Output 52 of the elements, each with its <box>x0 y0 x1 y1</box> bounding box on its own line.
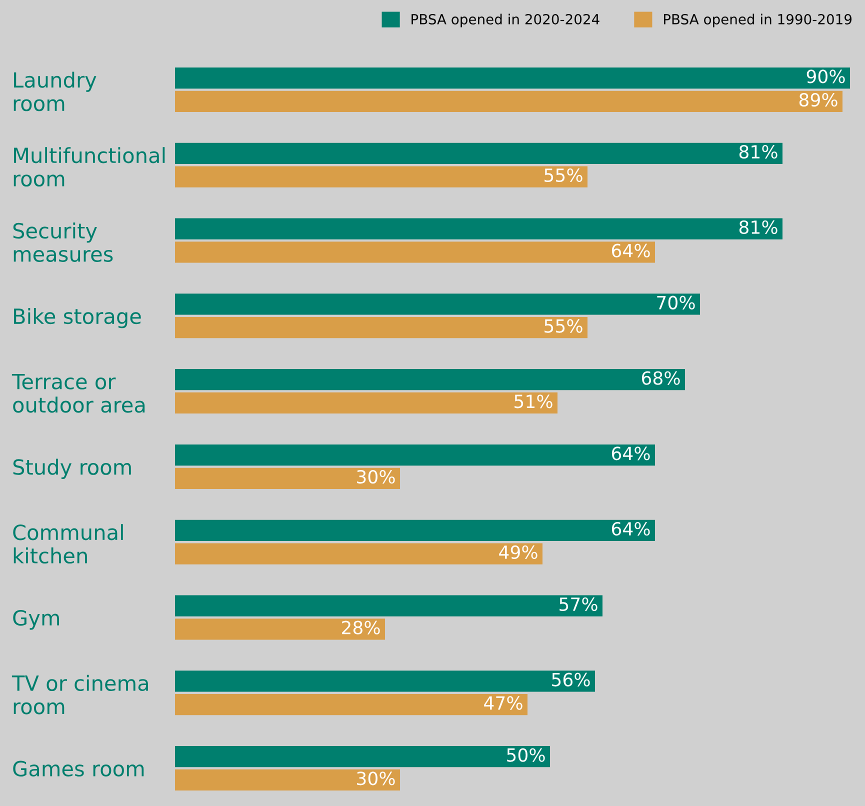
bar <box>175 444 655 466</box>
data-label: 55% <box>544 168 582 182</box>
data-label: 51% <box>514 394 552 408</box>
bar <box>175 543 542 564</box>
bar <box>175 369 685 390</box>
bar <box>175 618 385 640</box>
bar <box>175 218 782 240</box>
bar <box>175 166 588 188</box>
bar <box>175 242 655 263</box>
data-label: 30% <box>357 470 395 484</box>
data-label: 90% <box>806 70 845 84</box>
data-label: 50% <box>507 748 545 762</box>
bar <box>175 90 842 112</box>
y-tick-label: Multifunctional room <box>14 147 165 187</box>
data-label: 55% <box>544 319 582 333</box>
data-label: 68% <box>642 371 680 385</box>
data-label: 89% <box>799 92 838 107</box>
y-tick-label: Terrace or outdoor area <box>12 374 145 413</box>
bar <box>175 67 850 89</box>
y-tick-label: Bike storage <box>14 308 141 328</box>
data-label: 81% <box>739 220 778 234</box>
data-label: 70% <box>657 296 695 310</box>
y-tick-label: Study room <box>13 458 131 479</box>
legend-label: PBSA opened in 1990-2019 <box>664 14 852 28</box>
bar <box>175 694 528 716</box>
data-label: 64% <box>612 522 650 536</box>
bar <box>175 294 700 315</box>
bar <box>175 392 558 414</box>
y-tick-label: Communal kitchen <box>13 524 123 564</box>
data-label: 64% <box>612 244 650 258</box>
data-label: 28% <box>342 620 380 634</box>
data-label: 64% <box>612 446 650 460</box>
bar <box>175 595 602 616</box>
bar <box>175 468 400 489</box>
y-tick-label: Gym <box>13 610 59 630</box>
data-label: 81% <box>739 144 778 159</box>
bar <box>175 746 550 768</box>
bar <box>175 670 595 692</box>
data-label: 47% <box>484 696 522 710</box>
bar <box>175 142 782 164</box>
bar <box>175 520 655 541</box>
y-tick-label: Laundry room <box>14 72 96 112</box>
data-label: 57% <box>560 597 598 612</box>
y-tick-label: Games room <box>13 760 144 777</box>
data-label: 49% <box>499 545 538 560</box>
y-tick-label: Security measures <box>13 222 113 262</box>
data-label: 56% <box>552 672 590 686</box>
bar <box>175 769 400 791</box>
y-tick-label: TV or cinema room <box>12 674 148 714</box>
legend-label: PBSA opened in 2020-2024 <box>412 14 600 28</box>
bar <box>175 317 588 338</box>
data-label: 30% <box>357 772 395 786</box>
